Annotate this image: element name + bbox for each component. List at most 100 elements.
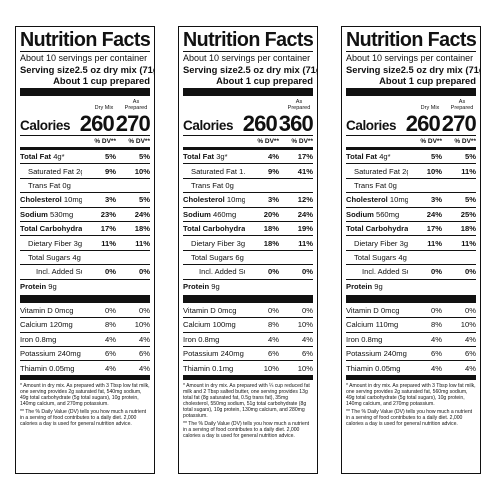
nutrient-amount: 100mg	[212, 320, 236, 330]
nutrient-row-sodium: Sodium 530mg 23% 24%	[20, 208, 150, 222]
divider-thick	[20, 294, 150, 303]
nutrient-row-thiamin: Thiamin 0.05mg 4% 4%	[346, 361, 476, 376]
nutrient-row-protein: Protein 9g	[346, 280, 476, 293]
divider-thick	[183, 294, 313, 303]
dv-dry: 18%	[263, 224, 279, 234]
nutrient-amount: 4g	[72, 252, 81, 262]
nutrient-amount: 530mg	[49, 209, 74, 219]
calories-row: Calories 260 270	[346, 111, 477, 136]
nutrient-label: Thiamin	[20, 363, 48, 373]
panel-title: Nutrition Facts	[346, 28, 477, 51]
as-prepared-header: As Prepared	[124, 99, 148, 111]
calories-row: Calories 260 270	[20, 111, 151, 136]
dv-prep: 24%	[297, 209, 313, 219]
nutrient-label: Thiamin	[346, 363, 374, 373]
nutrient-label: Saturated Fat	[354, 166, 401, 176]
dv-prep: 5%	[139, 152, 150, 162]
footnotes: * Amount in dry mix. As prepared with 3 …	[346, 375, 476, 427]
nutrient-row-saturated-fat: Saturated Fat 1.5g 9% 41%	[183, 164, 313, 179]
dv-prep: 18%	[134, 224, 150, 234]
dv-dry: 0%	[105, 267, 116, 277]
nutrient-label: Protein	[346, 281, 373, 291]
nutrient-label: Saturated Fat	[28, 166, 75, 176]
dv-prep: 4%	[139, 363, 150, 373]
dv-prep: 11%	[298, 238, 313, 248]
nutrient-label: Dietary Fiber	[354, 238, 398, 248]
serving-size-label: Serving size	[183, 64, 238, 75]
nutrient-label: Total Sugars	[354, 252, 397, 262]
serving-size-prepared: About 1 cup prepared	[379, 75, 476, 86]
dv-dry: 8%	[105, 320, 116, 330]
dv-prep: 10%	[297, 320, 313, 330]
nutrient-row-total-sugars: Total Sugars 4g	[346, 251, 476, 266]
dv-dry: 0%	[268, 306, 279, 316]
daily-value-header: % DV** % DV**	[20, 136, 150, 150]
nutrient-label: Iron	[20, 334, 34, 344]
calories-prepared: 270	[441, 111, 477, 136]
dv-prep: 11%	[135, 238, 150, 248]
column-headers: Dry Mix As Prepared	[20, 97, 150, 111]
footnotes: * Amount in dry mix. As prepared with ¼ …	[183, 375, 313, 439]
nutrient-label: Cholesterol	[346, 195, 388, 205]
nutrient-row-carbohydrate: Total Carbohydrate 48g 17% 18%	[346, 222, 476, 237]
footnote-prepared: * Amount in dry mix. As prepared with 3 …	[20, 382, 150, 407]
dv-dry: 5%	[105, 152, 116, 162]
servings-per-container: About 10 servings per container	[183, 51, 313, 64]
as-prepared-header: As Prepared	[287, 99, 311, 111]
nutrient-row-total-fat: Total Fat 3g* 4% 17%	[183, 150, 313, 165]
dv-prep: 11%	[461, 166, 476, 176]
nutrient-row-vitamin-d: Vitamin D 0mcg 0% 0%	[20, 304, 150, 319]
nutrient-label: Incl. Added Sugars	[362, 267, 408, 277]
nutrient-amount: 0g	[62, 180, 71, 190]
calories-dry: 260	[242, 111, 278, 136]
nutrient-label: Cholesterol	[183, 195, 225, 205]
footnote-daily-value: ** The % Daily Value (DV) tells you how …	[183, 420, 310, 439]
dv-dry: 10%	[263, 363, 279, 373]
nutrient-amount: 2g	[402, 166, 408, 176]
dv-prep: 4%	[465, 334, 476, 344]
nutrient-row-cholesterol: Cholesterol 10mg 3% 12%	[183, 193, 313, 208]
dv-dry: 9%	[105, 166, 116, 176]
nutrient-amount: 240mg	[383, 349, 407, 359]
nutrient-row-calcium: Calcium 120mg 8% 10%	[20, 318, 150, 333]
dv-dry: 8%	[431, 320, 442, 330]
dv-prep: 12%	[297, 195, 313, 205]
dv-dry: 0%	[105, 306, 116, 316]
serving-size-label: Serving size	[346, 64, 401, 75]
nutrient-row-potassium: Potassium 240mg 6% 6%	[346, 347, 476, 362]
nutrient-label: Potassium	[183, 349, 219, 359]
nutrient-label: Calcium	[346, 320, 374, 330]
dv-dry-header: % DV**	[420, 138, 442, 145]
dv-dry: 4%	[105, 334, 116, 344]
calories-prepared: 360	[278, 111, 314, 136]
dv-prep: 5%	[465, 152, 476, 162]
nutrient-label: Potassium	[346, 349, 382, 359]
nutrient-label: Trans Fat	[354, 180, 387, 190]
nutrient-row-total-sugars: Total Sugars 4g	[20, 251, 150, 266]
nutrient-label: Total Fat	[20, 152, 52, 162]
calories-dry: 260	[79, 111, 115, 136]
dv-prep: 4%	[302, 334, 313, 344]
dv-dry: 4%	[431, 334, 442, 344]
nutrient-row-potassium: Potassium 240mg 6% 6%	[20, 347, 150, 362]
nutrient-amount: 0.05mg	[375, 363, 401, 373]
dv-dry: 6%	[268, 349, 279, 359]
panel-title: Nutrition Facts	[183, 28, 314, 51]
nutrient-amount: 0.8mg	[198, 334, 220, 344]
serving-size-row: Serving size 2.5 oz dry mix (71g)	[183, 64, 317, 75]
nutrient-row-iron: Iron 0.8mg 4% 4%	[20, 333, 150, 348]
nutrition-facts-panel: Nutrition Facts About 10 servings per co…	[178, 26, 318, 474]
nutrient-label: Incl. Added Sugars	[199, 267, 245, 277]
footnote-prepared: * Amount in dry mix. As prepared with ¼ …	[183, 382, 310, 419]
nutrient-label: Trans Fat	[191, 180, 224, 190]
column-headers: Dry Mix As Prepared	[346, 97, 476, 111]
dv-prep: 0%	[302, 306, 313, 316]
nutrient-label: Dietary Fiber	[28, 238, 72, 248]
nutrient-amount: 3g*	[216, 152, 228, 162]
divider-thick	[346, 88, 476, 96]
dv-prep-header: % DV**	[128, 138, 150, 145]
dv-prep: 0%	[302, 267, 313, 277]
nutrient-row-added-sugars: Incl. Added Sugars 0g 0% 0%	[183, 265, 313, 280]
servings-per-container: About 10 servings per container	[346, 51, 476, 64]
nutrient-amount: 1.5g	[239, 166, 245, 176]
